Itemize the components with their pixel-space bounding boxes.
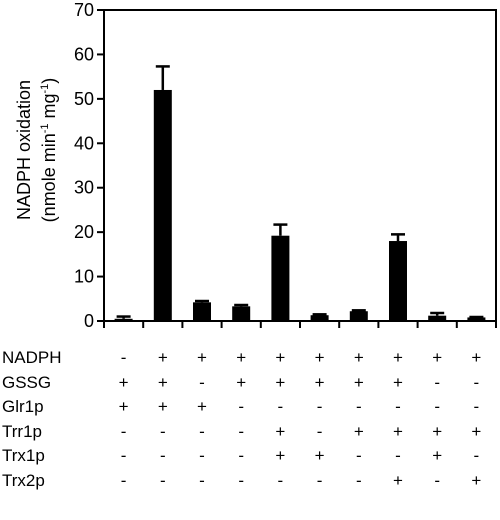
bar [428,315,447,321]
condition-sign: - [395,397,401,417]
condition-label: Trx1p [2,446,45,466]
chart-axes: 0 10 20 30 40 50 60 70 [74,0,497,331]
condition-sign: + [275,446,286,466]
condition-sign: - [120,421,127,441]
y-tick-label: 20 [74,222,94,242]
y-axis-label-line2: (nmole min-1 mg-1) [35,20,60,280]
bar [114,318,133,321]
condition-sign: + [157,372,168,392]
condition-sign: + [118,372,129,392]
condition-sign: - [120,348,127,367]
y-axis-unit-exponent: -1 [39,123,51,134]
condition-sign: + [393,421,403,441]
y-tick-label: 70 [74,0,94,20]
bar [467,317,486,321]
y-tick-label: 10 [74,267,94,287]
condition-sign: - [355,397,362,417]
y-tick-label: 30 [74,178,94,198]
condition-sign: - [316,397,323,417]
bar [310,315,329,321]
condition-sign: + [471,471,482,490]
condition-sign: + [314,446,325,466]
condition-sign: + [157,397,168,417]
y-tick-label: 50 [74,89,94,109]
condition-sign: + [197,348,207,367]
bar [232,306,251,321]
bar [271,235,290,321]
condition-sign: - [434,372,441,392]
bar [153,89,172,321]
y-axis-unit-part: mg [39,93,59,124]
condition-sign: + [393,471,403,490]
condition-sign: - [120,446,127,466]
condition-label: NADPH [2,348,62,367]
condition-sign: + [314,372,325,392]
condition-sign: + [157,348,168,367]
condition-label: Trr1p [2,421,42,441]
condition-sign: + [118,397,129,417]
condition-sign: - [277,397,284,417]
condition-sign: + [393,348,403,367]
condition-sign: + [353,421,364,441]
condition-label: GSSG [2,372,52,392]
condition-sign: - [355,471,362,490]
condition-sign: - [434,397,441,417]
condition-sign: + [275,348,286,367]
condition-sign: - [238,421,245,441]
condition-sign: - [238,446,245,466]
y-tick-label: 60 [74,44,94,64]
condition-sign: + [314,348,325,367]
y-tick-label: 0 [84,311,94,331]
condition-sign: + [432,446,443,466]
y-axis-label: NADPH oxidation (nmole min-1 mg-1) [14,20,60,280]
y-axis-unit-part: ) [39,77,59,84]
condition-sign: - [199,372,205,392]
condition-sign: + [471,348,482,367]
condition-sign: + [432,348,443,367]
y-tick-label: 40 [74,133,94,153]
bar [389,241,407,321]
condition-sign: - [473,446,480,466]
condition-sign: - [355,446,362,466]
condition-sign: + [471,421,482,441]
condition-sign: - [395,446,401,466]
bar [349,311,368,321]
condition-sign: - [316,421,323,441]
condition-sign: + [353,372,364,392]
condition-sign: + [353,348,364,367]
condition-sign: - [120,471,127,490]
condition-sign: + [432,421,443,441]
condition-sign: - [238,397,245,417]
condition-sign: + [197,397,207,417]
y-axis-unit-exponent: -1 [39,83,51,94]
condition-label: Trx2p [2,471,45,490]
condition-sign: - [238,471,245,490]
condition-sign: - [473,372,480,392]
condition-sign: + [236,348,247,367]
y-axis-unit-part: (nmole min [39,133,59,223]
condition-sign: - [434,471,441,490]
condition-sign: - [199,471,205,490]
condition-sign: - [199,421,205,441]
condition-sign: + [236,372,247,392]
y-axis-label-line1: NADPH oxidation [14,79,34,221]
condition-sign: - [277,471,284,490]
condition-label: Glr1p [2,397,44,417]
condition-sign: - [473,397,480,417]
chart-bars [114,65,486,321]
condition-sign: - [159,421,166,441]
bar [193,302,211,321]
condition-sign: - [159,471,166,490]
condition-sign: + [275,421,286,441]
condition-sign: + [393,372,403,392]
condition-sign: - [199,446,205,466]
condition-sign: - [316,471,323,490]
condition-sign: - [159,446,166,466]
condition-sign: + [275,372,286,392]
